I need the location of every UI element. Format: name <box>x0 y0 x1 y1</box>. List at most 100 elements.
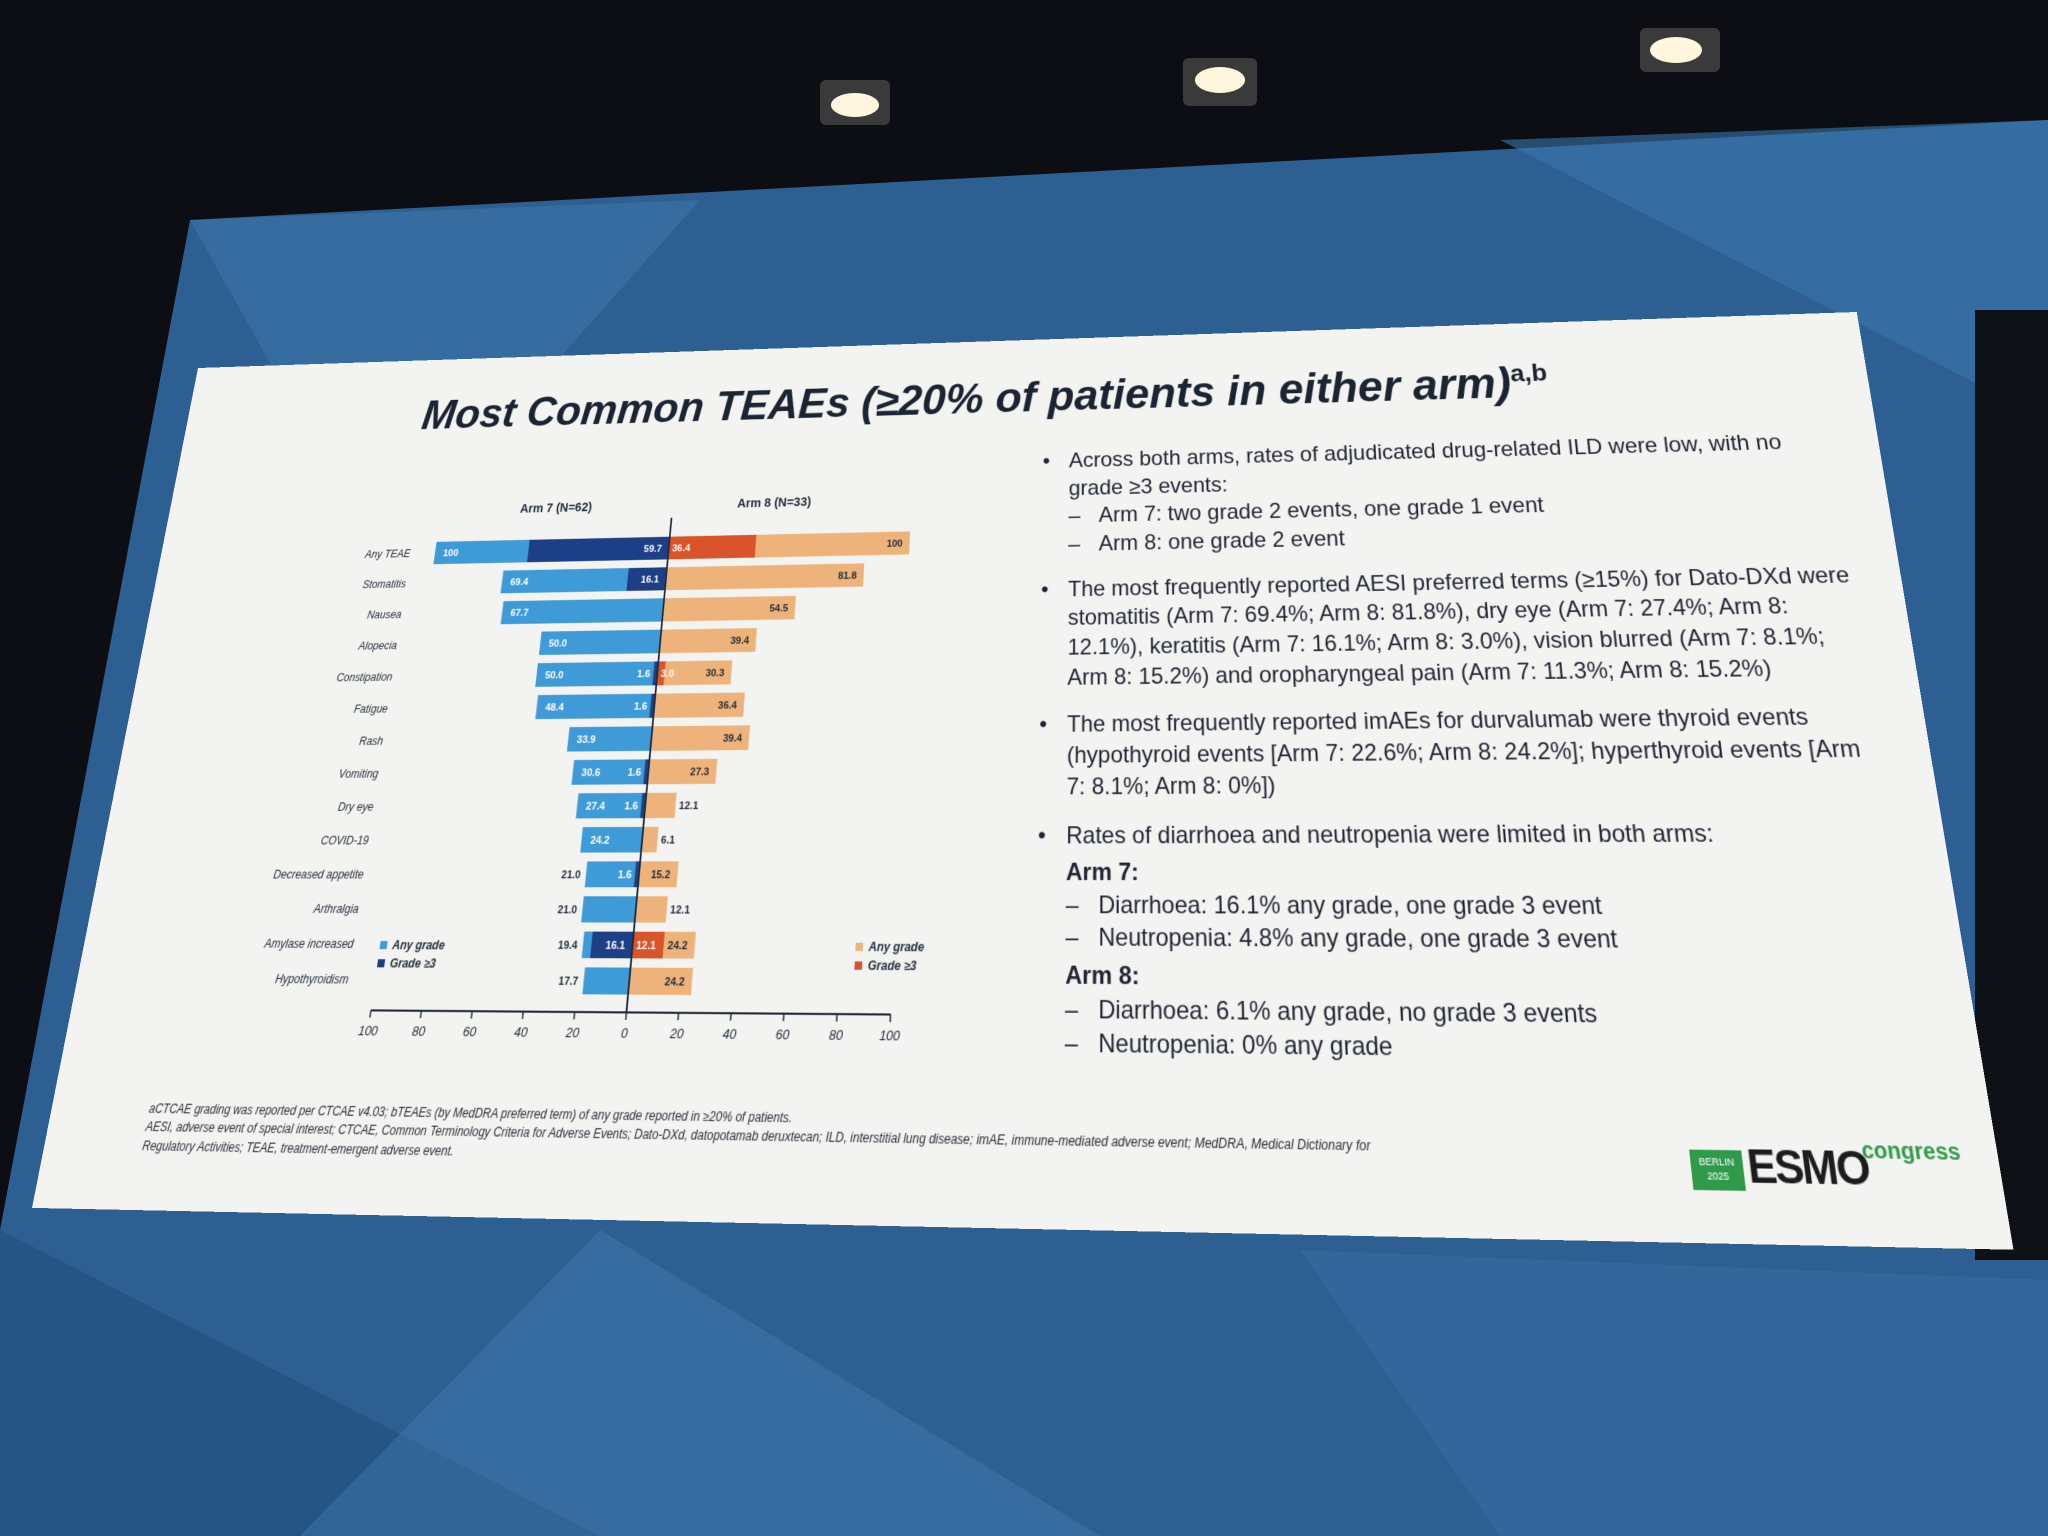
arm7-any-grade-label: 24.2 <box>590 834 611 847</box>
arm8-any-grade-label: 100 <box>886 537 903 549</box>
category-label: Amylase increased <box>263 937 356 950</box>
x-tick-label: 80 <box>411 1025 426 1040</box>
arm8-any-grade-label: 81.8 <box>838 569 858 581</box>
bullet-item: The most frequently reported AESI prefer… <box>1040 560 1868 693</box>
x-tick <box>522 1012 523 1019</box>
legend-label: Grade ≥3 <box>389 957 437 970</box>
arm8-grade3-label: 36.4 <box>672 542 691 554</box>
arm8-any-grade-label: 24.2 <box>667 939 688 952</box>
arm8-any-grade-label: 6.1 <box>661 833 676 846</box>
arm7-grade3-label: 59.7 <box>643 543 662 555</box>
arm8-label: Arm 8 (N=33) <box>737 496 812 511</box>
category-label: Any TEAE <box>363 548 412 560</box>
arm7-grade3-label: 1.6 <box>624 799 639 812</box>
arm7-grade3-label: 16.1 <box>605 938 626 951</box>
arm7-grade3-label: 16.1 <box>640 573 660 585</box>
arm8-grade3-label: 12.1 <box>636 939 657 952</box>
bullet-list: Across both arms, rates of adjudicated d… <box>1035 427 1932 1092</box>
footnotes: aCTCAE grading was reported per CTCAE v4… <box>141 1100 1404 1178</box>
category-label: Alopecia <box>357 640 398 652</box>
arm7-label: Arm 7 (N=62) <box>519 501 593 516</box>
category-label: Decreased appetite <box>273 868 365 881</box>
arm8-any-grade-label: 54.5 <box>769 602 789 614</box>
arm7-any-grade-label: 17.7 <box>558 974 579 987</box>
arm7-any-grade-label: 30.6 <box>581 766 601 778</box>
x-tick-label: 0 <box>620 1027 629 1042</box>
x-tick-label: 20 <box>668 1027 684 1042</box>
category-label: Constipation <box>336 671 393 683</box>
arm7-any-grade-label: 48.4 <box>545 701 565 713</box>
arm8-any-grade-label: 39.4 <box>722 732 742 744</box>
category-label: Stomatitis <box>362 578 407 590</box>
arm7-any-grade-bar <box>581 896 638 923</box>
presentation-slide: Most Common TEAEs (≥20% of patients in e… <box>32 312 2014 1250</box>
legend-label: Any grade <box>390 939 445 952</box>
arm7-any-grade-label: 100 <box>442 547 459 558</box>
arm7-any-grade-label: 19.4 <box>557 938 578 951</box>
category-label: Nausea <box>366 609 402 621</box>
x-tick-label: 40 <box>722 1028 737 1043</box>
x-tick <box>730 1013 731 1020</box>
arm8-any-grade-label: 27.3 <box>690 765 710 777</box>
x-tick-label: 20 <box>564 1026 581 1041</box>
arm8-grade3-label: 3.0 <box>660 667 675 679</box>
x-axis <box>371 1010 891 1014</box>
arm8-any-grade-label: 39.4 <box>730 634 750 646</box>
arm7-any-grade-label: 67.7 <box>510 607 530 619</box>
stage-light <box>1640 28 1720 72</box>
x-tick-label: 40 <box>513 1026 528 1041</box>
arm8-any-grade-label: 15.2 <box>650 868 671 881</box>
x-tick-label: 100 <box>357 1024 379 1039</box>
teae-butterfly-chart: Arm 7 (N=62) Arm 8 (N=33) Any TEAE 100 59.7 1… <box>263 496 925 1045</box>
x-tick <box>420 1011 421 1018</box>
x-tick-label: 80 <box>829 1029 844 1044</box>
arm7-grade3-label: 1.6 <box>627 766 642 778</box>
bullet-item: Across both arms, rates of adjudicated d… <box>1041 427 1846 559</box>
arm7-any-grade-bar <box>582 967 631 995</box>
sub-bullet: Neutropenia: 4.8% any grade, one grade 3… <box>1065 922 1911 959</box>
logo-badge: BERLIN 2025 <box>1689 1149 1747 1191</box>
category-label: COVID-19 <box>320 834 370 847</box>
arm8-any-grade-label: 12.1 <box>679 799 700 812</box>
x-tick-label: 60 <box>775 1028 790 1043</box>
arm7-heading: Arm 7: <box>1065 858 1139 887</box>
arm8-any-grade-label: 24.2 <box>664 975 685 989</box>
logo-congress-text: congress <box>1859 1138 1963 1166</box>
slide-title: Most Common TEAEs (≥20% of patients in e… <box>419 358 1549 439</box>
stage-light <box>1183 58 1257 106</box>
category-label: Dry eye <box>337 801 374 813</box>
arm7-any-grade-label: 69.4 <box>510 576 530 588</box>
arm7-grade3-label: 1.6 <box>617 868 632 881</box>
category-label: Fatigue <box>353 703 388 715</box>
bullet-text: The most frequently reported AESI prefer… <box>1067 562 1852 691</box>
x-tick <box>370 1010 371 1017</box>
bullet-item: The most frequently reported imAEs for d… <box>1038 701 1886 803</box>
logo-name: ESMO <box>1744 1141 1873 1196</box>
category-label: Arthralgia <box>312 903 360 916</box>
arm8-any-grade-bar <box>644 792 677 819</box>
arm7-grade3-label: 1.6 <box>637 668 652 680</box>
arm8-any-grade-label: 12.1 <box>670 903 691 916</box>
sub-bullet: Diarrhoea: 16.1% any grade, one grade 3 … <box>1066 889 1906 924</box>
stage-light <box>820 80 890 125</box>
arm7-any-grade-label: 33.9 <box>576 733 596 745</box>
arm7-any-grade-bar <box>584 861 641 888</box>
legend-label: Any grade <box>867 940 924 954</box>
category-label: Rash <box>358 735 384 747</box>
arm7-any-grade-label: 50.0 <box>548 637 568 649</box>
x-tick <box>574 1012 575 1019</box>
arm7-any-grade-label: 21.0 <box>561 868 582 881</box>
sub-bullet: Neutropenia: 0% any grade <box>1065 1027 1929 1071</box>
arm8-any-grade-bar <box>664 563 865 591</box>
arm7-any-grade-label: 50.0 <box>544 669 564 681</box>
x-tick <box>626 1012 627 1019</box>
arm8-any-grade-label: 36.4 <box>718 699 738 711</box>
x-tick-label: 60 <box>462 1025 477 1040</box>
legend-swatch-arm7-grade3 <box>376 959 386 968</box>
arm7-grade3-label: 1.6 <box>633 700 648 712</box>
arm7-any-grade-label: 21.0 <box>557 903 578 916</box>
arm8-heading: Arm 8: <box>1065 961 1140 991</box>
arm7-any-grade-label: 27.4 <box>585 800 606 813</box>
x-tick <box>678 1013 679 1020</box>
bullet-text: Rates of diarrhoea and neutropenia were … <box>1066 820 1716 850</box>
